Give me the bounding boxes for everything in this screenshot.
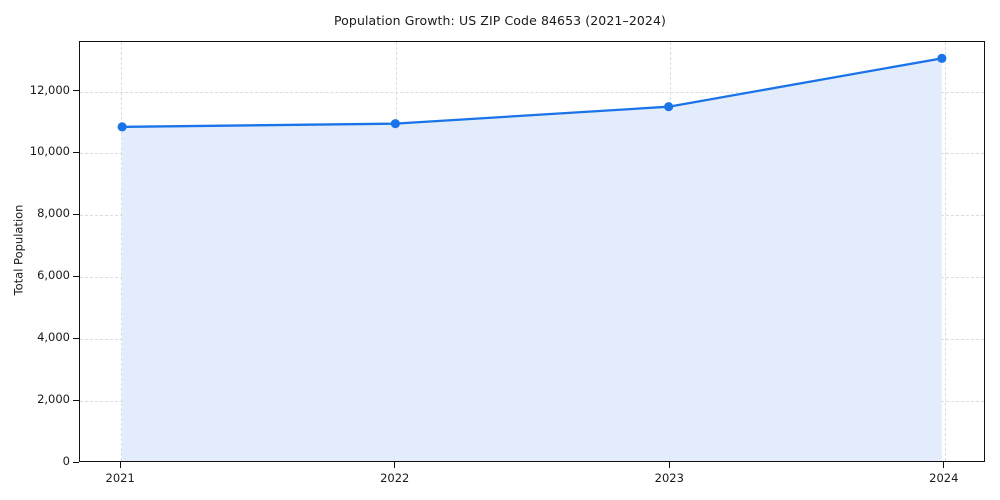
chart-title: Population Growth: US ZIP Code 84653 (20… xyxy=(333,13,667,28)
y-axis-ticks: 0 2,000 4,000 6,000 8,000 10,000 12,000 xyxy=(0,41,79,468)
data-point-marker[interactable]: 2024: 13070 xyxy=(937,53,947,63)
y-axis-tick-mark xyxy=(73,337,79,339)
x-axis-tick-mark xyxy=(943,462,945,468)
y-axis-tick-label: 0 xyxy=(62,454,70,468)
y-axis-tick-mark xyxy=(73,213,79,215)
x-axis-tick-label: 2024 xyxy=(929,471,959,485)
gridline-horizontal xyxy=(80,91,984,93)
y-axis-tick-mark xyxy=(73,90,79,92)
y-axis-tick-label: 12,000 xyxy=(29,82,70,97)
data-point-marker[interactable]: 2022: 10950 xyxy=(390,119,400,129)
area-fill xyxy=(122,58,942,461)
plot-area: 2021: 10845 2022: 10950 2023: 11500 2024: 1… xyxy=(79,41,985,462)
x-axis-tick-mark xyxy=(119,462,121,468)
y-axis-tick-label: 4,000 xyxy=(37,330,70,345)
y-axis-tick-label: 6,000 xyxy=(37,268,70,283)
gridline-vertical xyxy=(121,42,123,461)
y-axis-tick-mark xyxy=(73,399,79,401)
gridline-vertical xyxy=(944,42,946,461)
x-axis-tick-mark xyxy=(394,462,396,468)
y-axis-tick-label: 8,000 xyxy=(37,206,70,221)
x-axis-ticks: 2021 2022 2023 2024 xyxy=(79,462,985,492)
series-line xyxy=(120,57,944,129)
x-axis-tick-label: 2023 xyxy=(654,471,684,485)
y-axis-tick-mark xyxy=(73,275,79,277)
y-axis-tick-mark xyxy=(73,151,79,153)
x-axis-tick-label: 2021 xyxy=(105,471,135,485)
x-axis-tick-mark xyxy=(668,462,670,468)
population-area-series xyxy=(120,57,944,461)
data-point-marker[interactable]: 2021: 10845 xyxy=(117,122,127,132)
data-point-marker[interactable]: 2023: 11500 xyxy=(664,102,674,112)
y-axis-tick-mark xyxy=(73,461,79,463)
data-point-markers: 2021: 10845 2022: 10950 2023: 11500 2024: 1… xyxy=(117,53,947,132)
y-axis-tick-label: 10,000 xyxy=(29,144,70,159)
y-axis-tick-label: 2,000 xyxy=(37,392,70,407)
x-axis-tick-label: 2022 xyxy=(380,471,410,485)
